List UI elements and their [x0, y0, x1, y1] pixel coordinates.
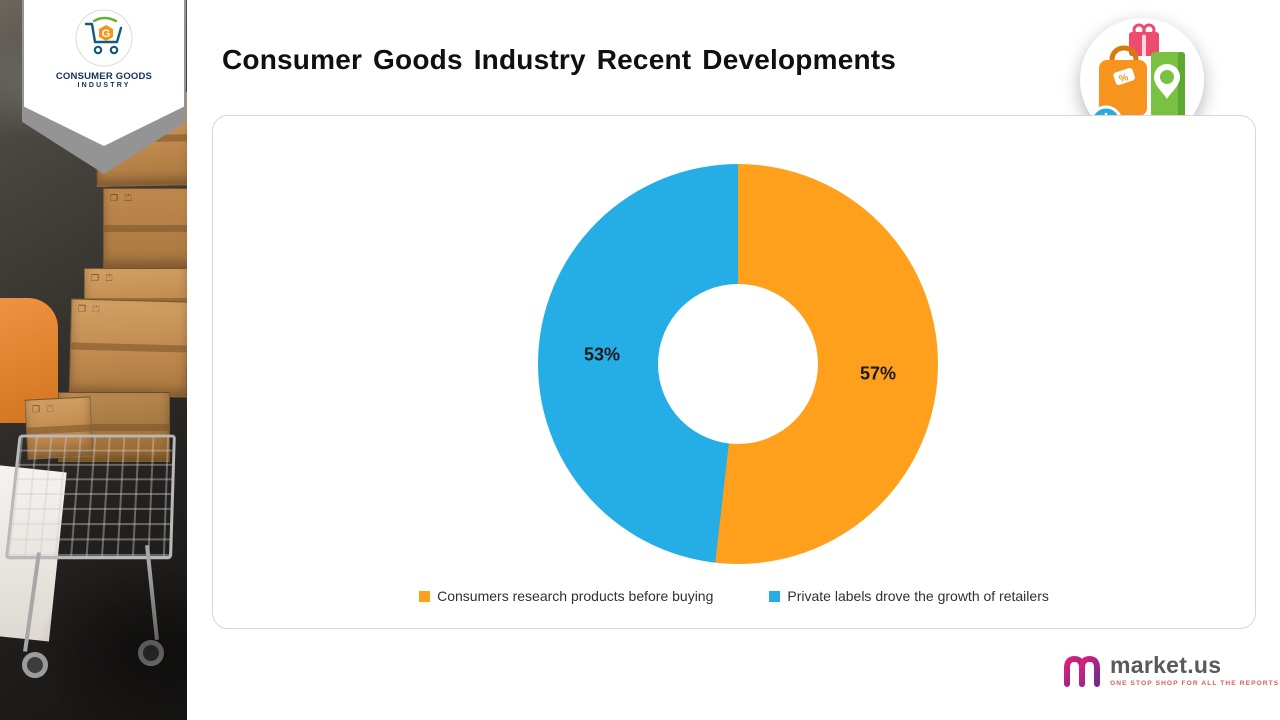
- brand-tagline: ONE STOP SHOP FOR ALL THE REPORTS: [1110, 680, 1280, 687]
- cardboard-box: [103, 188, 187, 268]
- logo-text-line2: INDUSTRY: [77, 82, 131, 89]
- legend-label-blue: Private labels drove the growth of retai…: [787, 588, 1049, 604]
- logo-text-line1: CONSUMER GOODS: [55, 71, 153, 82]
- legend-swatch-blue: [769, 590, 781, 602]
- marketus-logo: market.us ONE STOP SHOP FOR ALL THE REPO…: [1062, 654, 1279, 688]
- shopping-cart-basket: [4, 434, 176, 560]
- svg-text:G: G: [102, 28, 111, 40]
- legend-label-orange: Consumers research products before buyin…: [437, 588, 714, 604]
- legend: Consumers research products before buyin…: [213, 588, 1255, 604]
- cardboard-box: [68, 298, 187, 398]
- legend-swatch-orange: [419, 590, 431, 602]
- cart-frame: [145, 545, 159, 640]
- cardboard-box: [24, 396, 94, 460]
- page-title: Consumer Goods Industry Recent Developme…: [222, 44, 897, 75]
- orange-item: [0, 298, 58, 423]
- cart-wheel: [22, 652, 48, 678]
- brand-name: market.us: [1110, 652, 1222, 678]
- data-label-orange-slice: 57%: [859, 363, 897, 384]
- white-box: [0, 464, 67, 642]
- marketus-glyph-icon: [1064, 655, 1100, 687]
- donut-hole: [658, 284, 818, 444]
- consumer-goods-logo-icon: G: [75, 9, 133, 67]
- shopping-bag-icon: [1099, 60, 1147, 116]
- data-label-blue-slice: 53%: [583, 344, 621, 365]
- cardboard-box: [84, 268, 187, 334]
- cart-wheel: [138, 640, 164, 666]
- cardboard-box: [58, 392, 170, 462]
- donut-chart: 53% 57%: [538, 164, 938, 564]
- svg-text:%: %: [1118, 72, 1130, 85]
- legend-item-orange: Consumers research products before buyin…: [419, 588, 713, 604]
- cart-frame: [23, 552, 41, 652]
- legend-item-blue: Private labels drove the growth of retai…: [769, 588, 1049, 604]
- chart-card: 53% 57% Consumers research products befo…: [212, 115, 1256, 629]
